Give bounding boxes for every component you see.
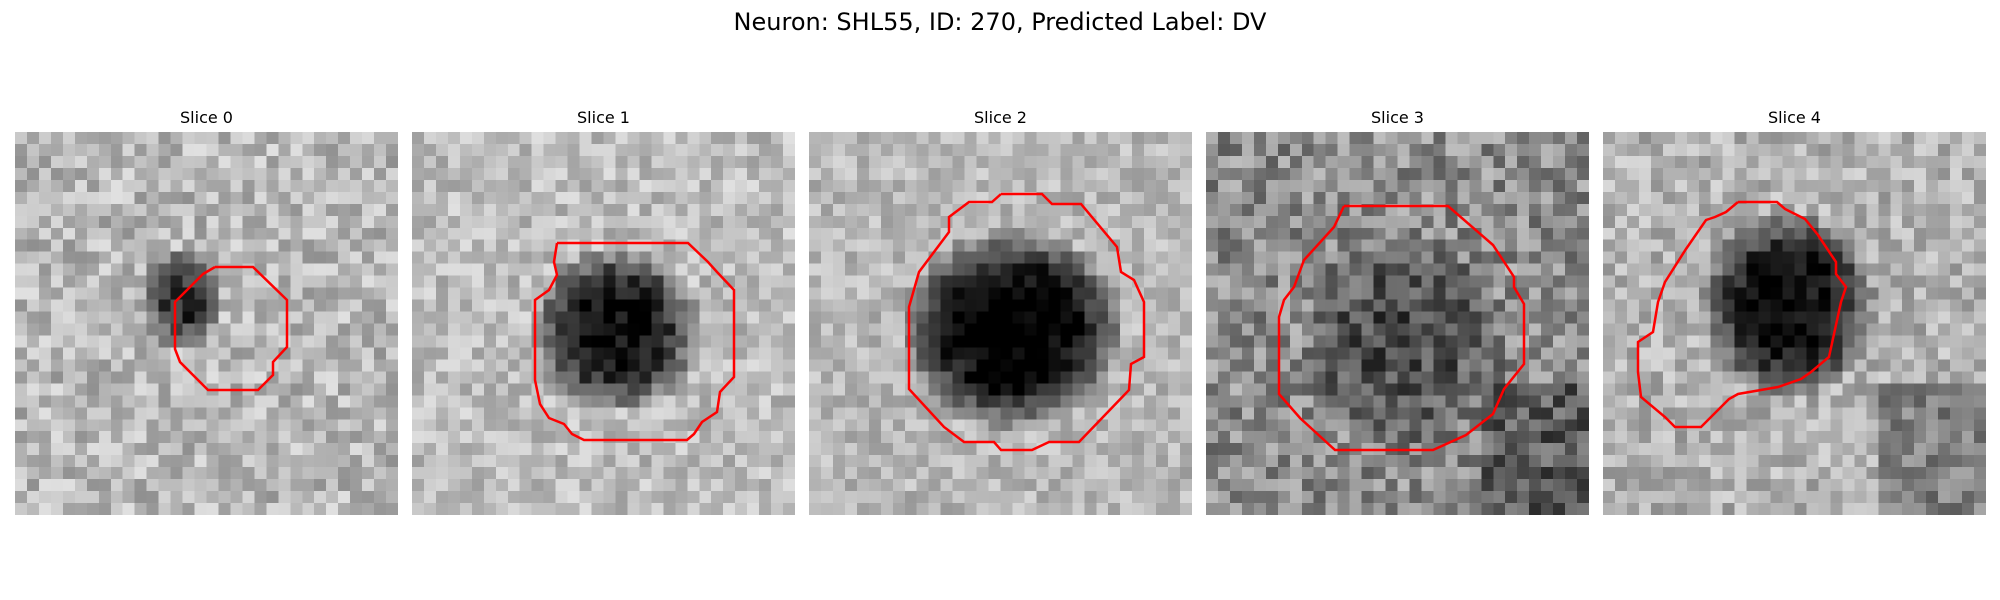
slice-image [1603, 132, 1986, 515]
cell-outline-slice-4 [1636, 200, 1848, 429]
cell-outline [907, 192, 1146, 452]
slice-title: Slice 2 [974, 108, 1027, 127]
slice-panel-4: Slice 4 [1603, 108, 1986, 515]
cell-outline-slice-2 [907, 192, 1146, 452]
cell-outline-slice-3 [1277, 204, 1526, 452]
cell-outline-slice-0 [173, 265, 289, 392]
slice-title: Slice 4 [1768, 108, 1821, 127]
slice-panel-1: Slice 1 [412, 108, 795, 515]
slice-image [15, 132, 398, 515]
slice-title: Slice 0 [180, 108, 233, 127]
slice-title: Slice 3 [1371, 108, 1424, 127]
slice-panel-0: Slice 0 [15, 108, 398, 515]
figure-title: Neuron: SHL55, ID: 270, Predicted Label:… [733, 8, 1267, 36]
cell-outline [1636, 200, 1848, 429]
cell-outline [1277, 204, 1526, 452]
slice-panel-3: Slice 3 [1206, 108, 1589, 515]
slice-title: Slice 1 [577, 108, 630, 127]
cell-outline-slice-1 [533, 241, 736, 442]
slice-panel-2: Slice 2 [809, 108, 1192, 515]
cell-outline [173, 265, 289, 392]
cell-outline [533, 241, 736, 442]
slice-image [412, 132, 795, 515]
